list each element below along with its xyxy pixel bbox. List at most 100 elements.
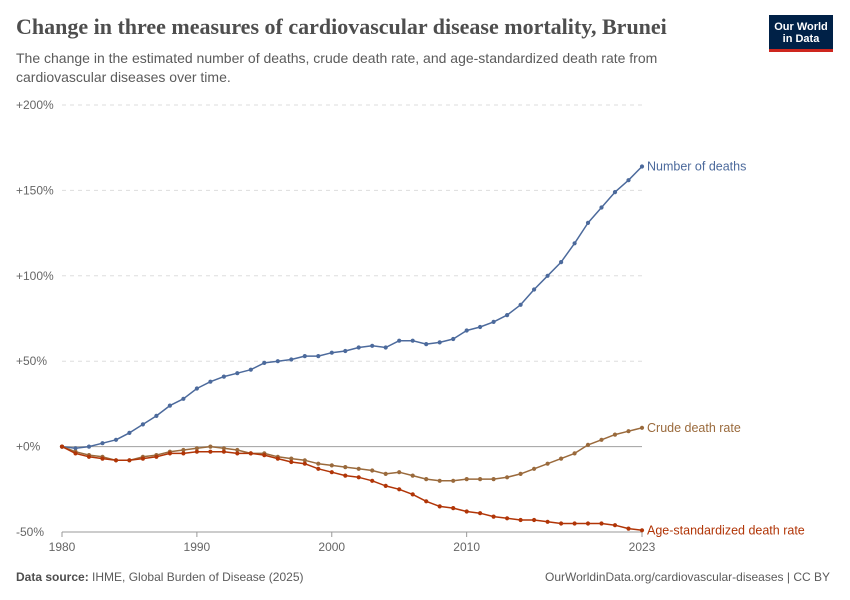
data-source-text[interactable]: IHME, Global Burden of Disease (2025)	[92, 570, 304, 584]
data-point	[316, 354, 321, 359]
data-point	[532, 517, 537, 523]
data-point	[275, 359, 280, 364]
data-point	[599, 437, 604, 442]
data-point	[181, 451, 186, 456]
data-point	[559, 456, 564, 461]
data-point	[235, 371, 240, 376]
data-point	[221, 374, 226, 379]
data-point	[424, 499, 429, 504]
data-point	[356, 345, 361, 350]
y-tick-label: +200%	[16, 98, 54, 112]
data-point	[167, 403, 172, 408]
data-point	[383, 483, 388, 488]
data-point	[248, 367, 253, 372]
data-point	[127, 430, 132, 435]
data-point	[208, 444, 213, 449]
data-point	[343, 473, 348, 478]
y-tick-label: +0%	[16, 440, 41, 454]
data-point	[491, 477, 496, 482]
data-point	[302, 461, 307, 466]
data-point	[397, 487, 402, 492]
data-point	[140, 422, 145, 427]
data-point	[127, 458, 132, 463]
data-point	[491, 319, 496, 324]
series-line	[61, 427, 643, 482]
data-point	[518, 471, 523, 476]
data-point	[599, 205, 604, 210]
data-point	[383, 471, 388, 476]
data-point	[181, 396, 186, 401]
data-point	[424, 342, 429, 347]
data-point	[518, 302, 523, 307]
data-point	[113, 458, 119, 463]
data-point	[572, 241, 577, 246]
url-license[interactable]: OurWorldinData.org/cardiovascular-diseas…	[544, 570, 830, 584]
data-point	[505, 313, 510, 318]
data-point	[478, 511, 483, 516]
data-point	[383, 345, 388, 350]
x-tick-label: 2010	[453, 540, 480, 554]
y-tick-label: -50%	[16, 525, 44, 539]
series-label: Age-standardized death rate	[647, 523, 805, 537]
data-point	[221, 446, 226, 451]
data-point	[585, 220, 591, 225]
data-point	[451, 478, 456, 483]
data-point	[86, 444, 92, 449]
data-point	[100, 441, 105, 446]
data-point	[59, 444, 65, 449]
data-point	[626, 178, 631, 183]
data-point	[343, 465, 348, 470]
data-point	[464, 477, 469, 482]
data-point	[248, 451, 253, 456]
data-point	[73, 451, 78, 456]
data-point	[289, 459, 294, 465]
x-tick-label: 2023	[629, 540, 656, 554]
data-point	[235, 451, 240, 456]
data-point	[113, 437, 119, 442]
data-point	[612, 190, 618, 195]
data-point	[316, 461, 321, 466]
data-point	[424, 477, 429, 482]
data-point	[545, 519, 550, 524]
data-point	[612, 432, 618, 437]
data-point	[559, 260, 564, 265]
data-source-label: Data source:	[16, 570, 89, 584]
data-source: Data source: IHME, Global Burden of Dise…	[16, 570, 303, 584]
data-point	[585, 442, 591, 447]
owid-logo[interactable]: Our World in Data	[769, 15, 833, 52]
data-point	[451, 336, 456, 342]
data-point	[167, 451, 172, 456]
series-label: Crude death rate	[647, 421, 741, 435]
data-point	[302, 458, 307, 463]
x-tick-label: 1980	[49, 540, 76, 554]
x-tick-label: 1990	[184, 540, 211, 554]
data-point	[532, 466, 537, 471]
series-line	[61, 165, 643, 450]
data-point	[140, 456, 145, 461]
data-point	[154, 454, 159, 459]
line-chart: -50% +0% +50% +100% +150% +200% 1980 1990 2000 20…	[16, 98, 805, 554]
data-point	[329, 350, 334, 355]
data-point	[410, 473, 415, 478]
data-point	[626, 429, 631, 434]
data-point	[73, 446, 78, 451]
data-point	[194, 449, 199, 454]
data-point	[559, 521, 564, 526]
data-point	[410, 338, 415, 343]
data-point	[464, 509, 469, 514]
data-point	[491, 514, 496, 519]
data-point	[626, 526, 631, 531]
data-point	[639, 425, 645, 430]
data-point	[478, 477, 483, 482]
chart-subtitle: The change in the estimated number of de…	[16, 50, 658, 85]
data-point	[397, 338, 402, 343]
data-point	[302, 354, 307, 359]
data-point	[208, 379, 213, 384]
y-tick-label: +100%	[16, 269, 54, 283]
data-point	[451, 506, 456, 511]
data-point	[518, 517, 523, 523]
data-point	[437, 504, 442, 509]
data-point	[262, 453, 267, 458]
data-point	[181, 447, 186, 453]
data-point	[545, 461, 550, 466]
